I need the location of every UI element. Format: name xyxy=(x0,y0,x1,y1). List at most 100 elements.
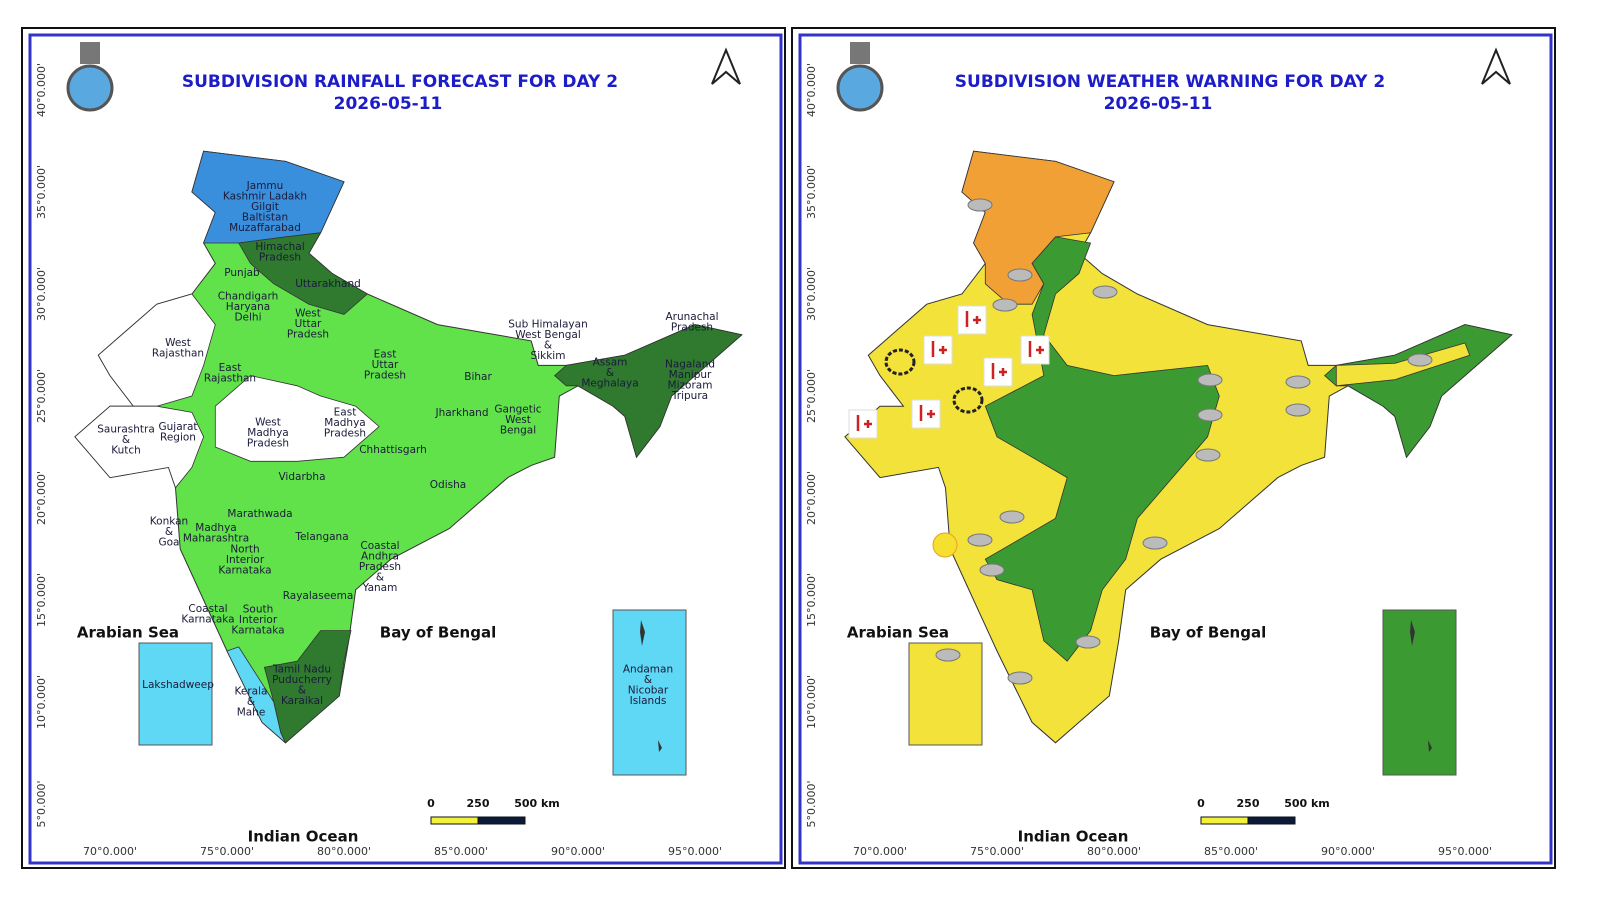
region-label: South xyxy=(243,604,274,616)
latitude-label: 20°0.000' xyxy=(35,471,48,525)
region-label: Pradesh xyxy=(671,321,713,333)
region-label: Vidarbha xyxy=(278,471,325,483)
heatwave-icon xyxy=(983,357,1013,387)
longitude-label: 95°0.000' xyxy=(668,845,722,858)
scale-label: 500 km xyxy=(514,797,560,810)
region-label: Arunachal xyxy=(665,311,718,323)
heatwave-icon xyxy=(923,335,953,365)
region-label: & xyxy=(247,696,255,708)
longitude-label: 95°0.000' xyxy=(1438,845,1492,858)
region-label: East xyxy=(219,362,242,374)
subdivision-area xyxy=(1323,324,1513,459)
scale-label: 500 km xyxy=(1284,797,1330,810)
region-label: Gujarat xyxy=(158,421,197,433)
thunderstorm-icon xyxy=(1407,353,1433,367)
longitude-label: 90°0.000' xyxy=(551,845,605,858)
region-label: Sikkim xyxy=(531,350,566,362)
heatwave-icon xyxy=(911,399,941,429)
region-label: Pradesh xyxy=(364,370,406,382)
region-label: & xyxy=(122,434,130,446)
thermometer xyxy=(931,341,947,357)
thunderstorm-icon xyxy=(1092,285,1118,299)
sea-label: Indian Ocean xyxy=(1018,828,1129,846)
region-label: Uttar xyxy=(295,318,322,330)
sea-label: Indian Ocean xyxy=(248,828,359,846)
region-label: West xyxy=(295,308,321,320)
region-label: West xyxy=(505,414,531,426)
thunderstorm-icon xyxy=(967,198,993,212)
sea-label: Bay of Bengal xyxy=(1150,624,1266,642)
region-label: Kutch xyxy=(111,445,141,457)
latitude-label: 20°0.000' xyxy=(805,471,818,525)
region-label: Manipur xyxy=(669,369,712,381)
region-label: Coastal xyxy=(188,603,227,615)
subdivision-area xyxy=(214,375,380,462)
longitude-label: 80°0.000' xyxy=(317,845,371,858)
region-label: Gangetic xyxy=(494,404,541,416)
region-label: Rajasthan xyxy=(152,347,204,359)
thermometer xyxy=(856,415,872,431)
thunderstorm-icon xyxy=(1285,403,1311,417)
emblem xyxy=(66,64,114,112)
region-label: & xyxy=(298,684,306,696)
region-label: Yanam xyxy=(362,582,398,594)
region-label: Karnataka xyxy=(231,625,284,637)
thunderstorm-icon xyxy=(999,510,1025,524)
latitude-label: 10°0.000' xyxy=(35,675,48,729)
region-label: Goa xyxy=(159,537,180,549)
longitude-label: 90°0.000' xyxy=(1321,845,1375,858)
longitude-label: 85°0.000' xyxy=(434,845,488,858)
region-label: Madhya xyxy=(247,427,288,439)
region-label: Uttar xyxy=(372,359,399,371)
region-label: & xyxy=(544,339,552,351)
scale-bar-b xyxy=(477,816,526,825)
scale-label: 250 xyxy=(1237,797,1260,810)
map-date: 2026-05-11 xyxy=(1104,94,1213,114)
scale-bar-a xyxy=(430,816,479,825)
islands xyxy=(1410,620,1432,752)
thermometer xyxy=(991,363,1007,379)
region-label: Pradesh xyxy=(287,329,329,341)
latitude-label: 5°0.000' xyxy=(805,780,818,827)
region-label: Marathwada xyxy=(227,508,292,520)
region-label: Nicobar xyxy=(628,684,669,696)
latitude-label: 25°0.000' xyxy=(35,369,48,423)
subdivision-area xyxy=(74,405,205,489)
region-label: Madhya xyxy=(195,522,236,534)
region-label: Pradesh xyxy=(324,428,366,440)
heatwave-icon xyxy=(1020,335,1050,365)
subdivision-area xyxy=(1335,342,1471,387)
islands xyxy=(640,620,662,752)
region-label: Himachal xyxy=(255,241,304,253)
region-label: Interior xyxy=(226,554,265,566)
region-label: Delhi xyxy=(234,312,261,324)
sea-label: Arabian Sea xyxy=(847,624,949,642)
latitude-label: 40°0.000' xyxy=(805,63,818,117)
lakshadweep-box xyxy=(138,642,213,746)
latitude-label: 30°0.000' xyxy=(805,267,818,321)
latitude-label: 30°0.000' xyxy=(35,267,48,321)
thermometer xyxy=(965,311,981,327)
region-label: Tamil Nadu xyxy=(272,663,331,675)
heatwave-icon xyxy=(957,305,987,335)
region-label: Pradesh xyxy=(259,251,301,263)
thunderstorm-icon xyxy=(979,563,1005,577)
thermometer xyxy=(1028,341,1044,357)
subdivision-area xyxy=(238,232,369,315)
region-label: Mahe xyxy=(237,707,266,719)
region-label: Coastal xyxy=(360,540,399,552)
region-label: East xyxy=(334,407,357,419)
latitude-label: 15°0.000' xyxy=(805,573,818,627)
thunderstorm-icon xyxy=(1197,408,1223,422)
region-label: Haryana xyxy=(226,301,270,313)
region-label: Baltistan xyxy=(242,212,288,224)
region-label: East xyxy=(374,349,397,361)
map-date: 2026-05-11 xyxy=(334,94,443,114)
thunderstorm-icon xyxy=(992,298,1018,312)
longitude-label: 70°0.000' xyxy=(853,845,907,858)
region-label: West Bengal xyxy=(515,329,581,341)
region-label: Madhya xyxy=(324,417,365,429)
hot-humid-icon xyxy=(932,532,958,558)
region-label: Bihar xyxy=(464,371,492,383)
latitude-label: 40°0.000' xyxy=(35,63,48,117)
